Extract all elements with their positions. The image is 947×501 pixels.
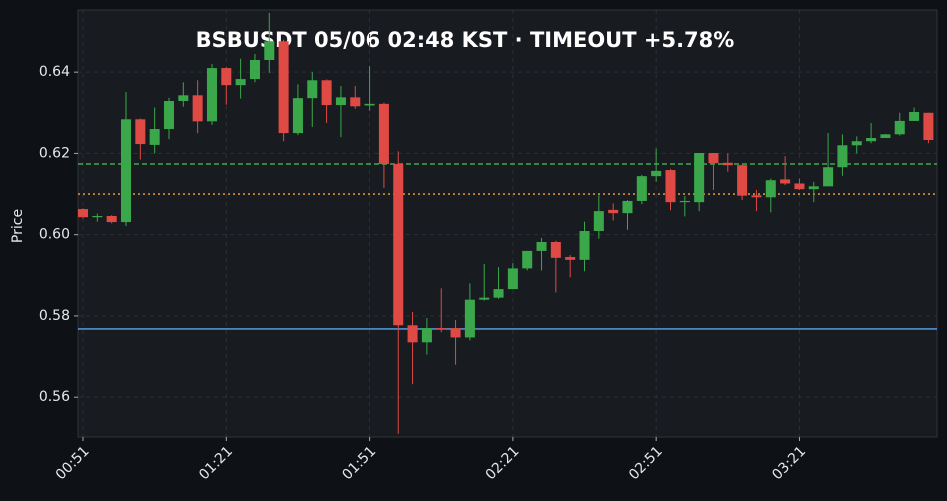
candle-body (579, 231, 590, 260)
y-axis-label: Price (10, 209, 26, 243)
plot-area (77, 9, 938, 438)
candle-body (651, 170, 662, 177)
candle-body (335, 97, 346, 106)
candle-body (536, 241, 547, 251)
candle-body (866, 137, 877, 142)
candle-body (479, 297, 490, 300)
candle-body (550, 241, 561, 258)
candle-body (765, 180, 776, 198)
candle-body (364, 103, 375, 106)
y-tick-label: 0.64 (39, 64, 70, 80)
candle-body (823, 167, 834, 187)
x-tick-label: 02:51 (626, 443, 666, 483)
candle-body (894, 120, 905, 135)
candle-body (694, 153, 705, 203)
candle-body (522, 250, 533, 269)
candle-body (794, 183, 805, 190)
candle-body (608, 209, 619, 214)
candle-body (421, 328, 432, 343)
candle-body (622, 200, 633, 214)
candle-body (92, 215, 103, 218)
x-tick-label: 01:21 (196, 443, 236, 483)
candle-body (708, 153, 719, 164)
candle-body (851, 141, 862, 146)
candle-body (679, 200, 690, 203)
candle-body (221, 68, 232, 86)
candle-body (450, 328, 461, 338)
candle-body (436, 328, 447, 330)
chart-title: BSBUSDT 05/06 02:48 KST · TIMEOUT +5.78% (196, 28, 735, 52)
candle-body (923, 112, 934, 141)
candle-body (593, 211, 604, 232)
candle-body (120, 119, 132, 223)
candle-body (206, 68, 217, 122)
candle-body (192, 95, 203, 122)
candle-body (264, 41, 275, 60)
candle-body (880, 134, 891, 138)
candle-body (737, 165, 748, 196)
candle-body (909, 111, 920, 121)
candle-body (837, 145, 848, 168)
y-tick-label: 0.58 (39, 308, 70, 324)
candle-body (149, 129, 160, 145)
x-tick-label: 01:51 (339, 443, 379, 483)
candle-body (808, 186, 819, 190)
candle-body (665, 170, 676, 203)
candle-body (278, 41, 289, 134)
candle-body (235, 79, 246, 86)
candle-body (780, 179, 791, 184)
x-tick-label: 00:51 (53, 443, 93, 483)
candle-body (464, 299, 475, 338)
candle-body (249, 59, 260, 80)
candle-body (636, 176, 647, 201)
candle-body (722, 162, 733, 166)
x-tick-label: 02:21 (483, 443, 523, 483)
candle-body (106, 215, 117, 223)
candle-body (78, 209, 89, 218)
candle-body (507, 268, 518, 290)
candle-body (407, 325, 418, 343)
candle-body (163, 101, 175, 130)
candle-body (393, 163, 404, 326)
candle-body (178, 95, 189, 102)
y-tick-label: 0.60 (39, 227, 70, 243)
candle-body (321, 80, 332, 106)
candle-body (378, 103, 389, 164)
x-tick-label: 03:21 (769, 443, 809, 483)
candle-body (493, 289, 504, 298)
candle-body (135, 119, 146, 145)
candle-body (565, 257, 576, 260)
candle-body (307, 80, 318, 99)
candle-body (292, 98, 303, 134)
y-tick-label: 0.56 (39, 389, 70, 405)
candle-body (751, 195, 762, 198)
y-tick-label: 0.62 (39, 145, 70, 161)
candle-body (350, 97, 361, 107)
